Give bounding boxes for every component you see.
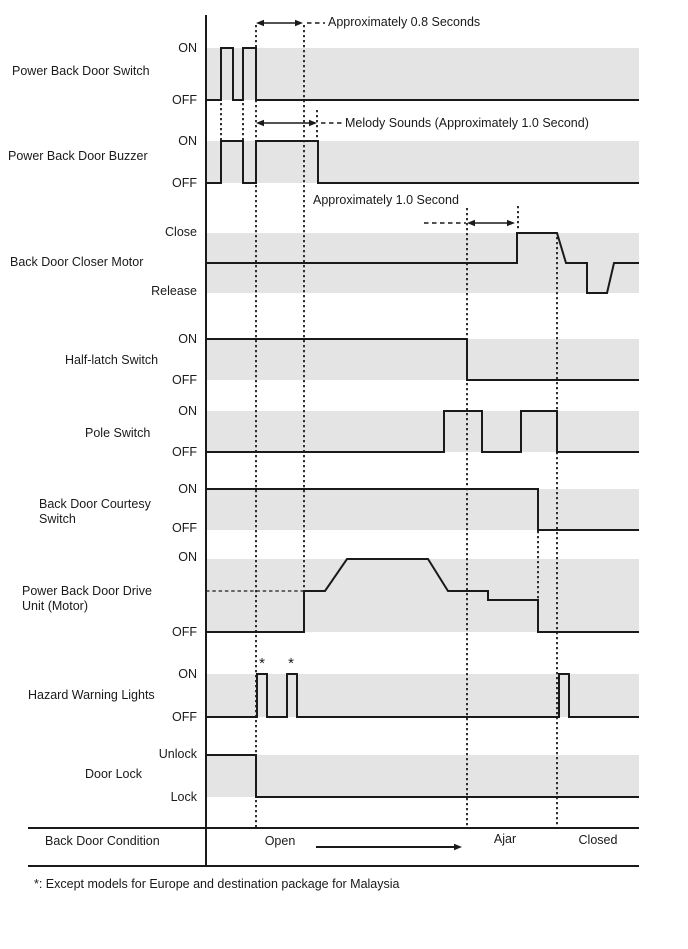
back-door-closer-motor-waveform [206,232,639,294]
door-lock-band [207,755,639,797]
power-back-door-buzzer-level-on: ON [178,134,197,148]
pole-switch-level-off: OFF [172,445,197,459]
asterisk-marker: * [288,655,294,672]
condition-state-open: Open [264,834,296,848]
door-lock-level-lock: Lock [170,790,197,804]
power-back-door-drive-unit-waveform [206,558,639,633]
footnote: *: Except models for Europe and destinat… [34,877,400,891]
condition-state-closed: Closed [578,833,618,847]
arrowhead-icon [454,843,462,851]
arrowhead-icon [309,119,317,127]
power-back-door-switch-level-off: OFF [172,93,197,107]
half-latch-switch-level-on: ON [178,332,197,346]
back-door-courtesy-switch-level-off: OFF [172,521,197,535]
door-lock-waveform [206,754,639,798]
arrowhead-icon [295,19,303,27]
annotation-approx-1-0-second: Approximately 1.0 Second [313,193,459,207]
row-label-door-lock: Door Lock [85,767,142,781]
arrowhead-icon [256,119,264,127]
row-label-back-door-courtesy-switch: Back Door Courtesy Switch [39,497,151,526]
half-latch-switch-waveform [206,338,639,381]
arrowhead-icon [467,219,475,227]
pole-switch-band [207,411,639,452]
power-back-door-switch-waveform [206,47,639,101]
pole-switch-waveform [206,410,639,453]
row-label-power-back-door-buzzer: Power Back Door Buzzer [8,149,148,163]
back-door-courtesy-switch-level-on: ON [178,482,197,496]
half-latch-switch-level-off: OFF [172,373,197,387]
power-back-door-drive-unit-level-on: ON [178,550,197,564]
power-back-door-buzzer-waveform [206,140,639,184]
annotation-melody-sounds: Melody Sounds (Approximately 1.0 Second) [345,116,589,130]
back-door-courtesy-switch-band [207,489,639,530]
power-back-door-switch-band [207,48,639,100]
hazard-warning-lights-level-off: OFF [172,710,197,724]
hazard-warning-lights-waveform [206,673,639,718]
hazard-warning-lights-band [207,674,639,717]
back-door-closer-motor-level-release: Release [151,284,197,298]
row-label-power-back-door-drive-unit: Power Back Door Drive Unit (Motor) [22,584,152,613]
power-back-door-drive-unit-band [207,559,639,632]
door-lock-level-unlock: Unlock [158,747,197,761]
back-door-condition-label: Back Door Condition [45,834,160,848]
asterisk-marker: * [259,655,265,672]
row-label-pole-switch: Pole Switch [85,426,151,440]
power-back-door-switch-level-on: ON [178,41,197,55]
arrowhead-icon [256,19,264,27]
pole-switch-level-on: ON [178,404,197,418]
arrowhead-icon [507,219,515,227]
row-label-hazard-warning-lights: Hazard Warning Lights [28,688,155,702]
power-back-door-drive-unit-level-off: OFF [172,625,197,639]
annotation-approx-0-8-seconds: Approximately 0.8 Seconds [328,15,481,29]
back-door-closer-motor-level-close: Close [165,225,197,239]
power-back-door-buzzer-level-off: OFF [172,176,197,190]
row-label-half-latch-switch: Half-latch Switch [65,353,159,367]
half-latch-switch-band [207,339,639,380]
back-door-courtesy-switch-waveform [206,488,639,531]
power-back-door-buzzer-band [207,141,639,183]
hazard-warning-lights-level-on: ON [178,667,197,681]
row-label-power-back-door-switch: Power Back Door Switch [12,64,150,78]
condition-state-ajar: Ajar [493,832,517,846]
row-label-back-door-closer-motor: Back Door Closer Motor [10,255,144,269]
